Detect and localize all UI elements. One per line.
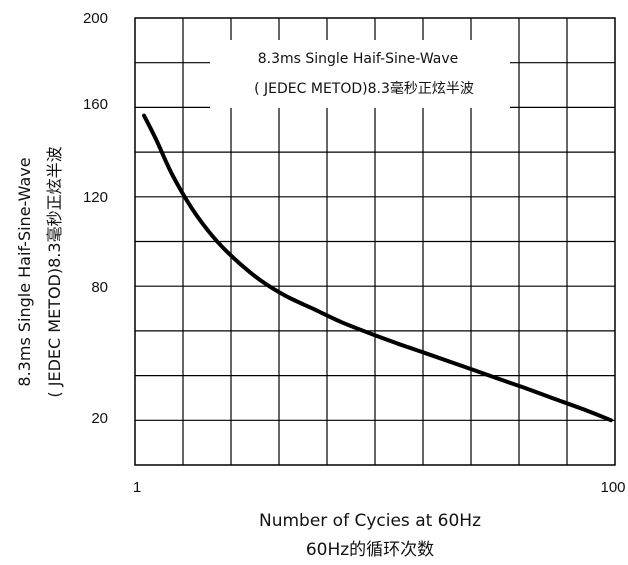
x-axis-label-line-1: Number of Cycies at 60Hz bbox=[259, 511, 481, 531]
legend-box bbox=[210, 40, 510, 108]
legend-line-2: ( JEDEC METOD)8.3毫秒正炫半波 bbox=[254, 80, 474, 97]
x-tick-label: 100 bbox=[600, 479, 625, 496]
legend-line-1: 8.3ms Single Haif-Sine-Wave bbox=[258, 51, 459, 67]
y-tick-label: 20 bbox=[91, 410, 108, 427]
y-tick-labels: 200 160 120 80 20 bbox=[83, 10, 108, 427]
x-tick-labels: 1 100 bbox=[133, 479, 626, 496]
y-axis-label-line-1: 8.3ms Single Haif-Sine-Wave bbox=[15, 157, 34, 386]
legend: 8.3ms Single Haif-Sine-Wave ( JEDEC METO… bbox=[210, 40, 510, 108]
x-axis-label-line-2: 60Hz的循环次数 bbox=[306, 540, 434, 560]
series-line bbox=[142, 113, 613, 423]
y-tick-label: 160 bbox=[83, 96, 108, 113]
y-axis-label-line-2: ( JEDEC METOD)8.3毫秒正炫半波 bbox=[45, 146, 64, 397]
plot-frame bbox=[134, 17, 616, 466]
y-tick-label: 120 bbox=[83, 189, 108, 206]
y-tick-label: 80 bbox=[91, 279, 108, 296]
x-tick-label: 1 bbox=[133, 479, 141, 496]
y-tick-label: 200 bbox=[83, 10, 108, 27]
